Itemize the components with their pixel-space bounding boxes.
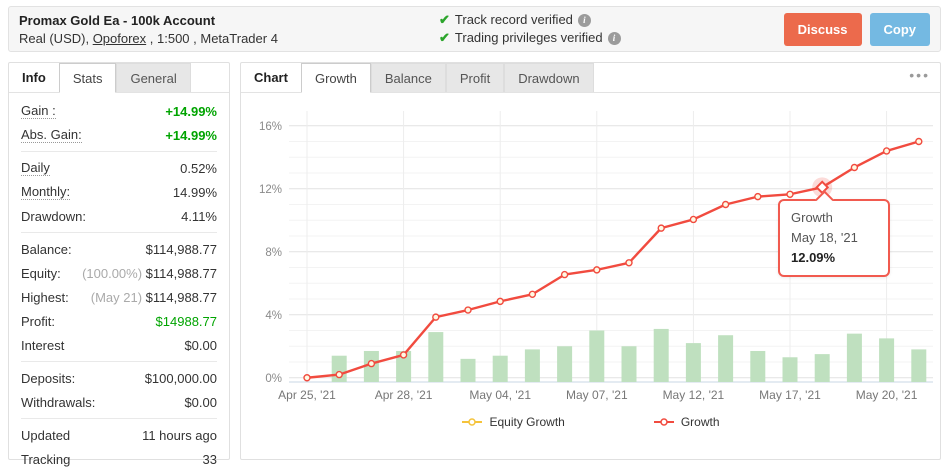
- stat-row: Gain : +14.99%: [21, 99, 217, 123]
- stat-label: Profit:: [21, 313, 55, 329]
- stat-label: Withdrawals:: [21, 394, 96, 410]
- chart-panel-tabs: Chart Growth Balance Profit Drawdown •••: [241, 63, 940, 93]
- stat-value: (100.00%) $114,988.77: [82, 265, 217, 281]
- legend-growth[interactable]: Growth: [653, 415, 720, 429]
- stat-label: Monthly:: [21, 184, 71, 200]
- stats-panel-tabs: Info Stats General: [9, 63, 229, 93]
- stat-row: Withdrawals: $0.00: [21, 390, 217, 414]
- copy-button[interactable]: Copy: [869, 12, 930, 46]
- growth-chart-svg[interactable]: 0% 4% 8% 12% 16% Apr 25, '21 Apr 28, '21 May 04…: [241, 93, 940, 409]
- chart-tooltip: Growth May 18, '21 12.09%: [778, 190, 890, 277]
- tab-stats[interactable]: Stats: [58, 63, 117, 93]
- stats-panel: Info Stats General Gain : +14.99% Abs. Gain:…: [8, 62, 230, 467]
- stat-value: (May 21) $114,988.77: [90, 289, 217, 305]
- stat-row: Interest $0.00: [21, 333, 217, 357]
- svg-text:12%: 12%: [259, 184, 282, 196]
- stat-value: 4.11%: [181, 208, 217, 224]
- stat-label: Interest: [21, 337, 65, 353]
- svg-text:May 04, '21: May 04, '21: [469, 388, 531, 402]
- stat-value: $0.00: [184, 394, 217, 410]
- svg-text:16%: 16%: [259, 121, 282, 133]
- svg-text:8%: 8%: [265, 247, 282, 259]
- stat-value: +14.99%: [165, 103, 217, 119]
- stat-label: Balance:: [21, 241, 72, 257]
- stat-row: Equity: (100.00%) $114,988.77: [21, 261, 217, 285]
- account-leverage-platform: , 1:500 , MetaTrader 4: [146, 30, 278, 46]
- stat-label: Daily: [21, 160, 50, 176]
- stat-row: Drawdown: 4.11%: [21, 204, 217, 228]
- svg-text:4%: 4%: [265, 310, 282, 322]
- stat-value: +14.99%: [165, 127, 217, 143]
- tab-balance[interactable]: Balance: [370, 63, 446, 92]
- stats-rows: Gain : +14.99% Abs. Gain: +14.99% Daily 0.52%…: [9, 93, 229, 471]
- check-icon: ✔: [439, 12, 450, 27]
- stat-row: Balance: $114,988.77: [21, 237, 217, 261]
- account-subtitle: Real (USD), Opoforex , 1:500 , MetaTrade…: [19, 31, 439, 46]
- info-icon[interactable]: i: [577, 13, 591, 27]
- tab-chart[interactable]: Chart: [254, 70, 288, 85]
- stat-label: Tracking: [21, 451, 71, 467]
- tab-drawdown[interactable]: Drawdown: [504, 63, 594, 92]
- tooltip-value: 12.09%: [791, 250, 836, 265]
- stat-row: Abs. Gain: +14.99%: [21, 123, 217, 147]
- stat-label: Highest:: [21, 289, 69, 305]
- tab-general[interactable]: General: [116, 63, 191, 92]
- stat-value: $100,000.00: [144, 370, 217, 386]
- account-title: Promax Gold Ea - 100k Account: [19, 12, 216, 28]
- divider: [21, 418, 217, 419]
- tab-growth[interactable]: Growth: [300, 63, 371, 93]
- svg-text:May 20, '21: May 20, '21: [856, 388, 918, 402]
- chart-menu-icon[interactable]: •••: [909, 67, 930, 83]
- legend-marker-icon: [653, 418, 674, 426]
- track-record-verified-label: Track record verified: [454, 12, 573, 27]
- svg-text:May 07, '21: May 07, '21: [566, 388, 628, 402]
- stat-row: Profit: $14988.77: [21, 309, 217, 333]
- growth-chart[interactable]: 0% 4% 8% 12% 16% Apr 25, '21 Apr 28, '21 May 04…: [241, 93, 940, 459]
- chart-panel: Chart Growth Balance Profit Drawdown ••• 0% 4%…: [240, 62, 941, 460]
- svg-text:0%: 0%: [265, 373, 282, 385]
- legend-marker-icon: [462, 418, 483, 426]
- tooltip-date: May 18, '21: [791, 230, 858, 245]
- account-type: Real (USD),: [19, 30, 93, 46]
- stat-value: 11 hours ago: [142, 427, 217, 443]
- legend-equity-growth[interactable]: Equity Growth: [461, 415, 565, 429]
- stat-value: $0.00: [184, 337, 217, 353]
- svg-text:May 12, '21: May 12, '21: [663, 388, 725, 402]
- stat-label: Drawdown:: [21, 208, 87, 224]
- stat-value: 14.99%: [172, 184, 217, 200]
- check-icon: ✔: [439, 30, 450, 45]
- stat-row: Tracking 33: [21, 447, 217, 471]
- stat-label: Updated: [21, 427, 71, 443]
- stat-label: Equity:: [21, 265, 61, 281]
- divider: [21, 151, 217, 152]
- chart-legend: Equity Growth Growth: [241, 415, 940, 429]
- stat-label: Abs. Gain:: [21, 127, 82, 143]
- svg-text:May 17, '21: May 17, '21: [759, 388, 821, 402]
- verification-block: ✔ Track record verified i ✔ Trading priv…: [439, 11, 784, 47]
- stat-value: $114,988.77: [145, 241, 217, 257]
- stat-label: Gain :: [21, 103, 56, 119]
- svg-text:Apr 28, '21: Apr 28, '21: [375, 388, 433, 402]
- stat-row: Daily 0.52%: [21, 156, 217, 180]
- divider: [21, 361, 217, 362]
- stat-value: $14988.77: [155, 313, 217, 329]
- svg-text:Apr 25, '21: Apr 25, '21: [278, 388, 336, 402]
- stat-row: Updated 11 hours ago: [21, 423, 217, 447]
- account-header: Promax Gold Ea - 100k Account Real (USD)…: [8, 6, 941, 52]
- tab-profit[interactable]: Profit: [445, 63, 505, 92]
- divider: [21, 232, 217, 233]
- discuss-button[interactable]: Discuss: [783, 12, 862, 46]
- stat-value: 0.52%: [180, 160, 217, 176]
- stat-row: Highest: (May 21) $114,988.77: [21, 285, 217, 309]
- stat-row: Deposits: $100,000.00: [21, 366, 217, 390]
- stat-label: Deposits:: [21, 370, 76, 386]
- broker-link[interactable]: Opoforex: [92, 30, 147, 46]
- stat-value: 33: [202, 451, 217, 467]
- info-icon[interactable]: i: [607, 31, 621, 45]
- stat-row: Monthly: 14.99%: [21, 180, 217, 204]
- tab-info[interactable]: Info: [22, 70, 46, 85]
- tooltip-series: Growth: [791, 210, 833, 225]
- trading-privileges-verified-label: Trading privileges verified: [454, 30, 603, 45]
